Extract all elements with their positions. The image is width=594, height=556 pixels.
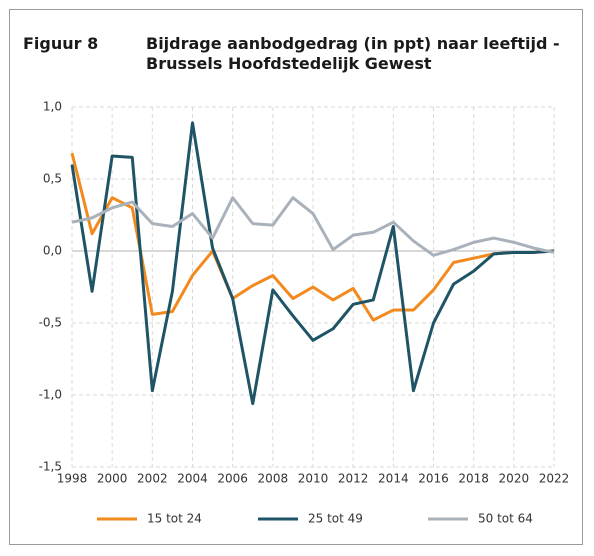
chart-title: Bijdrage aanbodgedrag (in ppt) naar leef… <box>146 34 560 73</box>
x-tick-label: 2012 <box>338 472 369 486</box>
x-tick-label: 2006 <box>217 472 248 486</box>
x-tick-label: 2004 <box>177 472 208 486</box>
x-tick-label: 2022 <box>539 472 570 486</box>
x-tick-label: 2020 <box>499 472 530 486</box>
y-tick-label: 1,0 <box>43 100 62 114</box>
x-tick-label: 1998 <box>57 472 88 486</box>
x-tick-label: 2008 <box>258 472 289 486</box>
legend-label: 50 tot 64 <box>478 512 533 526</box>
series-line <box>71 196 555 257</box>
legend-label: 25 tot 49 <box>308 512 363 526</box>
y-tick-label: -1,0 <box>39 388 62 402</box>
frame <box>9 9 583 545</box>
legend-label: 15 tot 24 <box>147 512 202 526</box>
x-tick-label: 2018 <box>458 472 489 486</box>
x-tick-label: 2002 <box>137 472 168 486</box>
figure-label: Figuur 8 <box>23 34 99 53</box>
y-tick-label: 0,5 <box>43 172 62 186</box>
x-tick-label: 2010 <box>298 472 329 486</box>
series-line <box>70 121 555 406</box>
x-tick-label: 2014 <box>378 472 409 486</box>
x-tick-label: 2016 <box>418 472 449 486</box>
y-tick-label: -1,5 <box>39 460 62 474</box>
y-tick-label: -0,5 <box>39 316 62 330</box>
x-tick-label: 2000 <box>97 472 128 486</box>
y-tick-label: 0,0 <box>43 244 62 258</box>
series-line <box>70 152 555 322</box>
